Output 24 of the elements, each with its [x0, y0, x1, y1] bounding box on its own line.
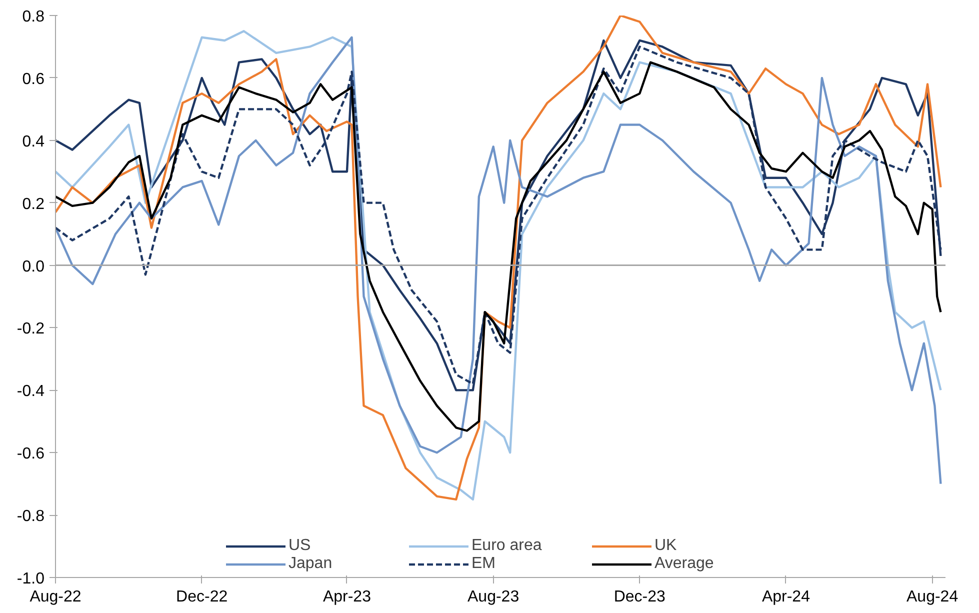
x-tick-label: Aug-22 — [30, 588, 82, 606]
legend-label: Euro area — [472, 537, 543, 555]
line-series — [56, 61, 942, 432]
x-tick-label: Dec-22 — [176, 588, 228, 606]
x-tick-label: Dec-23 — [614, 588, 666, 606]
y-tick-label: -1.0 — [16, 570, 45, 588]
y-tick-label: -0.4 — [16, 383, 45, 400]
legend-label: UK — [654, 537, 678, 555]
y-tick-label: 0.8 — [22, 8, 45, 26]
legend-label: US — [288, 537, 312, 555]
y-tick-label: -0.2 — [16, 320, 45, 338]
legend-label: EM — [472, 555, 496, 573]
y-tick-label: 0.4 — [22, 133, 45, 150]
y-tick-label: 0.6 — [22, 70, 45, 88]
legend-label: Japan — [288, 555, 334, 573]
legend-label: Average — [654, 555, 715, 573]
y-tick-label: -0.6 — [16, 446, 45, 463]
y-tick-label: 0.2 — [22, 196, 45, 213]
x-tick-label: Apr-24 — [762, 588, 810, 606]
x-tick-label: Apr-23 — [322, 588, 372, 606]
x-tick-label: Aug-23 — [468, 588, 520, 606]
x-tick-label: Aug-24 — [906, 588, 958, 606]
y-tick-label: -0.8 — [16, 508, 45, 526]
y-tick-label: 0.0 — [22, 258, 45, 276]
